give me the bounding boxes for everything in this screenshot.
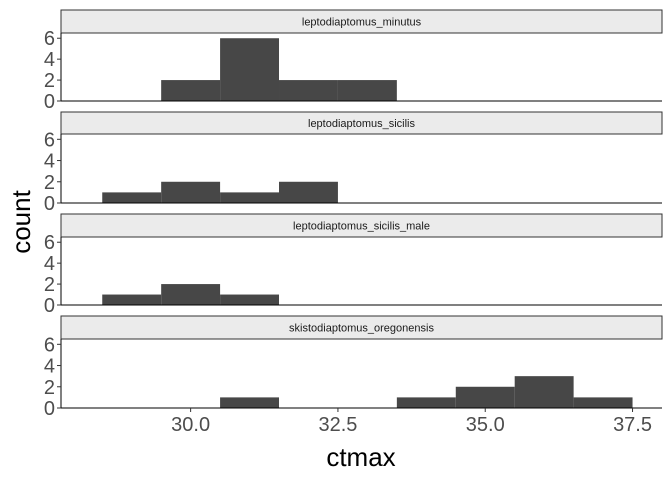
histogram-bar bbox=[337, 80, 397, 101]
histogram-bar bbox=[161, 284, 221, 305]
facet-strip bbox=[60, 315, 663, 340]
histogram-bar bbox=[396, 397, 456, 408]
y-tick-label: 4 bbox=[44, 356, 55, 378]
y-tick-label: 0 bbox=[44, 295, 55, 317]
x-tick-label: 35.0 bbox=[466, 414, 505, 436]
facet-strip bbox=[60, 9, 663, 34]
x-tick-label: 37.5 bbox=[613, 414, 652, 436]
y-tick-label: 2 bbox=[44, 377, 55, 399]
facet-strip bbox=[60, 213, 663, 238]
x-tick-label: 32.5 bbox=[318, 414, 357, 436]
y-tick-label: 6 bbox=[44, 232, 55, 254]
y-tick-label: 4 bbox=[44, 253, 55, 275]
y-tick-label: 6 bbox=[44, 334, 55, 356]
histogram-bar bbox=[102, 294, 162, 305]
y-tick-label: 0 bbox=[44, 398, 55, 420]
histogram-bar bbox=[573, 397, 633, 408]
facet-strip bbox=[60, 111, 663, 135]
x-tick-label: 30.0 bbox=[171, 414, 210, 436]
y-tick-label: 2 bbox=[44, 172, 55, 194]
y-tick-label: 6 bbox=[44, 28, 55, 50]
y-tick-label: 4 bbox=[44, 151, 55, 173]
histogram-bar bbox=[220, 397, 280, 408]
x-axis-title: ctmax bbox=[326, 442, 395, 472]
facet-strip-label: leptodiaptomus_sicilis_male bbox=[293, 221, 430, 233]
histogram-bar bbox=[161, 181, 221, 203]
histogram-bar bbox=[220, 294, 280, 305]
histogram-bar bbox=[279, 80, 338, 101]
histogram-bar bbox=[161, 80, 221, 101]
y-tick-label: 6 bbox=[44, 129, 55, 151]
y-tick-label: 2 bbox=[44, 274, 55, 296]
facet-strip-label: skistodiaptomus_oregonensis bbox=[289, 323, 434, 335]
histogram-bar bbox=[220, 38, 280, 101]
y-tick-label: 4 bbox=[44, 49, 55, 71]
histogram-bar bbox=[279, 181, 338, 203]
histogram-bar bbox=[220, 192, 280, 203]
histogram-bar bbox=[455, 386, 515, 408]
histogram-bar bbox=[514, 376, 574, 408]
facet-strip-label: leptodiaptomus_sicilis bbox=[308, 118, 415, 130]
y-tick-label: 2 bbox=[44, 70, 55, 92]
facet-strip-label: leptodiaptomus_minutus bbox=[302, 17, 422, 29]
histogram-bar bbox=[102, 192, 162, 203]
y-tick-label: 0 bbox=[44, 193, 55, 215]
y-axis-title: count bbox=[6, 189, 36, 253]
y-tick-label: 0 bbox=[44, 91, 55, 113]
facet-panels: leptodiaptomus_minutus0246leptodiaptomus… bbox=[44, 9, 663, 436]
